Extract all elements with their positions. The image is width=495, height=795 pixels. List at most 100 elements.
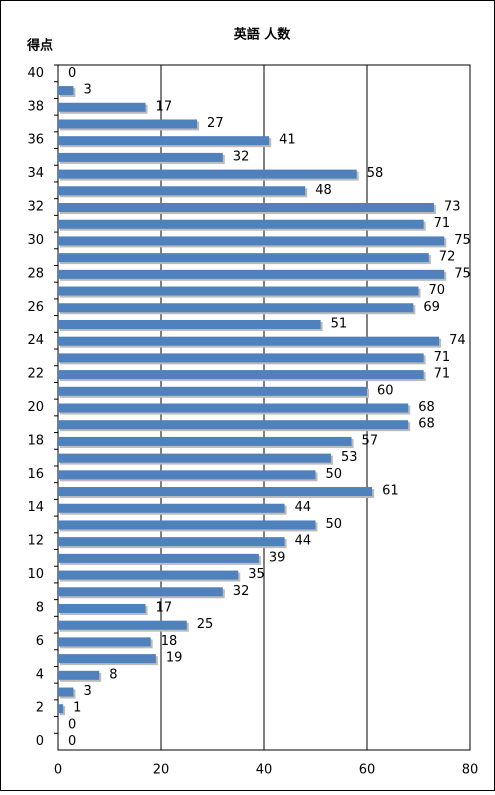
- data-label: 35: [248, 567, 265, 582]
- bar: [58, 236, 445, 246]
- chart-title: 英語 人数: [233, 27, 292, 43]
- data-label: 68: [418, 400, 435, 415]
- x-tick-label: 80: [462, 763, 479, 778]
- y-tick-label: 4: [36, 667, 44, 682]
- bar: [58, 687, 74, 697]
- bar: [58, 520, 316, 530]
- data-label: 44: [295, 500, 312, 515]
- bar: [58, 219, 424, 229]
- data-label: 57: [362, 433, 379, 448]
- data-label: 58: [367, 166, 384, 181]
- data-label: 70: [429, 283, 446, 298]
- data-label: 60: [377, 383, 394, 398]
- data-label: 3: [83, 684, 91, 699]
- y-tick-label: 10: [27, 567, 44, 582]
- y-tick-label: 34: [27, 166, 44, 181]
- y-tick-label: 20: [27, 400, 44, 415]
- data-label: 71: [434, 216, 451, 231]
- data-label: 27: [207, 116, 224, 131]
- bar: [58, 169, 357, 179]
- data-label: 50: [326, 517, 343, 532]
- bar: [58, 553, 259, 563]
- bar: [58, 86, 74, 96]
- data-label: 8: [109, 667, 117, 682]
- bar: [58, 620, 187, 630]
- bar: [58, 654, 156, 664]
- bar: [58, 303, 414, 313]
- data-label: 48: [315, 183, 332, 198]
- bar: [58, 203, 434, 213]
- data-label: 75: [454, 266, 471, 281]
- bar: [58, 152, 223, 162]
- bar: [58, 503, 285, 513]
- data-label: 39: [269, 550, 286, 565]
- data-label: 68: [418, 417, 435, 432]
- data-label: 71: [434, 367, 451, 382]
- data-label: 32: [233, 149, 250, 164]
- y-tick-label: 2: [36, 701, 44, 716]
- data-label: 61: [382, 484, 399, 499]
- y-tick-label: 8: [36, 600, 44, 615]
- data-label: 44: [295, 534, 312, 549]
- y-tick-label: 18: [27, 433, 44, 448]
- data-label: 17: [156, 99, 173, 114]
- bar: [58, 637, 151, 647]
- data-label: 69: [423, 300, 440, 315]
- data-label: 0: [68, 66, 76, 81]
- data-label: 1: [73, 701, 81, 716]
- bar: [58, 587, 223, 597]
- bar: [58, 269, 445, 279]
- y-tick-label: 22: [27, 367, 44, 382]
- data-label: 41: [279, 133, 296, 148]
- x-tick-label: 40: [256, 763, 273, 778]
- x-tick-label: 0: [54, 763, 62, 778]
- y-tick-label: 40: [27, 66, 44, 81]
- bar: [58, 386, 367, 396]
- bar: [58, 253, 429, 263]
- bar: [58, 186, 306, 196]
- bar: [58, 704, 64, 714]
- data-label: 73: [444, 200, 461, 215]
- y-axis-label: 得点: [26, 38, 53, 54]
- data-label: 18: [161, 634, 178, 649]
- data-label: 75: [454, 233, 471, 248]
- bar: [58, 286, 419, 296]
- data-label: 51: [331, 316, 348, 331]
- y-tick-label: 6: [36, 634, 44, 649]
- bar: [58, 453, 331, 463]
- y-tick-label: 30: [27, 233, 44, 248]
- y-tick-label: 0: [36, 734, 44, 749]
- data-label: 0: [68, 734, 76, 749]
- bar: [58, 670, 100, 680]
- bar: [58, 603, 146, 613]
- bar: [58, 353, 424, 363]
- y-tick-label: 36: [27, 133, 44, 148]
- bar: [58, 102, 146, 112]
- bar: [58, 119, 198, 129]
- data-label: 71: [434, 350, 451, 365]
- bar: [58, 336, 440, 346]
- y-tick-label: 14: [27, 500, 44, 515]
- bar: [58, 537, 285, 547]
- x-tick-label: 60: [359, 763, 376, 778]
- bar: [58, 420, 409, 430]
- y-tick-label: 32: [27, 200, 44, 215]
- data-label: 72: [439, 250, 456, 265]
- data-label: 19: [166, 651, 183, 666]
- data-label: 32: [233, 584, 250, 599]
- y-tick-label: 26: [27, 300, 44, 315]
- bar: [58, 136, 270, 146]
- y-tick-label: 24: [27, 333, 44, 348]
- bar: [58, 487, 373, 497]
- data-label: 74: [449, 333, 466, 348]
- data-label: 25: [197, 617, 214, 632]
- bar: [58, 370, 424, 380]
- bar: [58, 319, 321, 329]
- data-label: 0: [68, 717, 76, 732]
- y-tick-label: 28: [27, 266, 44, 281]
- bar: [58, 570, 239, 580]
- y-tick-label: 38: [27, 99, 44, 114]
- y-tick-label: 12: [27, 534, 44, 549]
- bar: [58, 436, 352, 446]
- x-tick-label: 20: [153, 763, 170, 778]
